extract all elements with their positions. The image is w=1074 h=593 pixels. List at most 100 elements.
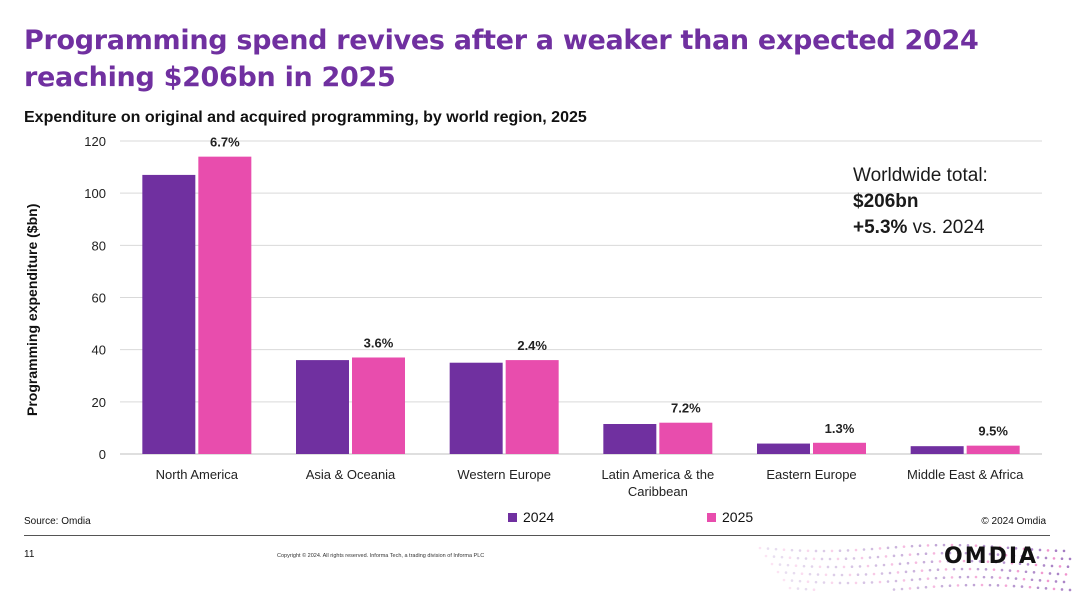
decor-dot (1060, 557, 1064, 560)
decor-dot (930, 560, 934, 564)
decor-dot (994, 560, 998, 564)
decor-dot (998, 545, 1002, 549)
callout-growth-value: +5.3% (853, 217, 908, 238)
decor-dot (952, 567, 956, 571)
decor-dot (942, 543, 946, 547)
decor-dot (964, 551, 968, 555)
decor-dot (988, 552, 992, 556)
decor-dot (1046, 549, 1050, 552)
decor-dot (928, 568, 932, 572)
decor-dot (802, 564, 806, 568)
decor-dot (854, 548, 858, 552)
decor-dot (1034, 563, 1038, 567)
decor-dot (806, 580, 810, 583)
decor-dot (826, 565, 830, 569)
decor-dot (998, 576, 1002, 579)
x-tick-label-line: Caribbean (628, 484, 688, 499)
decor-dot (950, 576, 954, 579)
decor-dot (830, 549, 834, 553)
decor-dot (970, 559, 974, 563)
decor-dot (908, 553, 912, 556)
chart-title: Expenditure on original and acquired pro… (24, 109, 587, 126)
decor-dot (848, 573, 852, 577)
decor-dot (932, 552, 936, 555)
decor-dot (770, 562, 774, 566)
decor-dot (894, 545, 898, 549)
growth-label: 2.4% (517, 338, 547, 353)
decor-dot (896, 571, 900, 574)
decor-dot (840, 573, 844, 577)
decor-dot (766, 547, 770, 550)
decor-dot (788, 556, 792, 559)
decor-dot (968, 567, 972, 571)
x-tick-label-line: Middle East & Africa (907, 467, 1024, 482)
decor-dot (938, 560, 942, 563)
decor-dot (948, 551, 952, 555)
worldwide-total-callout: Worldwide total: $206bn +5.3% vs. 2024 (853, 163, 988, 241)
decor-dot (780, 555, 784, 559)
x-tick-label: Middle East & Africa (907, 467, 1024, 482)
decor-dot (870, 581, 874, 584)
decor-dot (822, 549, 826, 553)
decor-dot (1044, 556, 1048, 560)
decor-dot (980, 583, 984, 587)
decor-dot (920, 569, 924, 572)
decor-dot (1066, 565, 1070, 568)
decor-dot (964, 583, 968, 587)
legend-label-2024: 2024 (523, 509, 555, 525)
bar-2025-1 (352, 357, 405, 454)
decor-dot (1030, 548, 1034, 551)
y-tick-label: 80 (92, 238, 106, 253)
callout-line-1: Worldwide total: (853, 165, 988, 186)
decor-dot (894, 579, 898, 583)
decor-dot (1028, 585, 1032, 589)
decor-dot (884, 555, 888, 558)
decor-dot (820, 557, 824, 561)
callout-growth: +5.3% vs. 2024 (853, 215, 988, 241)
decor-dot (954, 559, 958, 563)
decor-dot (1012, 554, 1016, 558)
decor-dot (1028, 555, 1032, 559)
legend-swatch-2025 (707, 512, 716, 522)
decor-dot (818, 565, 822, 569)
decor-dot (788, 586, 792, 590)
bar-2025-3 (659, 422, 713, 454)
decor-dot (1036, 586, 1040, 590)
decor-dot (824, 573, 828, 577)
decor-dot (892, 588, 896, 591)
decor-dot (924, 585, 928, 589)
growth-label: 6.7% (210, 135, 240, 150)
decor-dot (924, 552, 928, 556)
decor-dot (1000, 568, 1004, 572)
decor-dot (878, 547, 882, 550)
decor-dot (978, 560, 982, 563)
decor-dot (1014, 577, 1018, 580)
decor-dot (850, 565, 854, 569)
decor-dot (790, 548, 794, 552)
decor-dot (876, 555, 880, 559)
decor-dot (832, 573, 836, 577)
decor-dot (810, 565, 814, 568)
decor-dot (1040, 571, 1044, 575)
decor-dot (966, 575, 970, 579)
decor-dot (1058, 565, 1062, 568)
decor-dot (798, 549, 802, 552)
bar-2025-5 (966, 445, 1020, 454)
x-tick-label: Western Europe (457, 467, 551, 482)
decor-dot (932, 585, 936, 588)
decor-dot (890, 563, 894, 566)
decor-dot (796, 587, 800, 590)
decor-dot (880, 572, 884, 575)
decor-dot (886, 580, 890, 583)
decor-dot (982, 575, 986, 579)
decor-dot (1004, 584, 1008, 587)
footer-divider (24, 535, 1050, 536)
bar-chart: 0 20 40 60 80 100 120 6.7% North America 3.6% Asia… (84, 134, 1042, 499)
decor-dot (908, 587, 912, 590)
decor-dot (1052, 587, 1056, 591)
decor-dot (986, 560, 990, 563)
decor-dot (974, 575, 978, 579)
decor-dot (1016, 569, 1020, 573)
decor-dot (846, 581, 850, 585)
